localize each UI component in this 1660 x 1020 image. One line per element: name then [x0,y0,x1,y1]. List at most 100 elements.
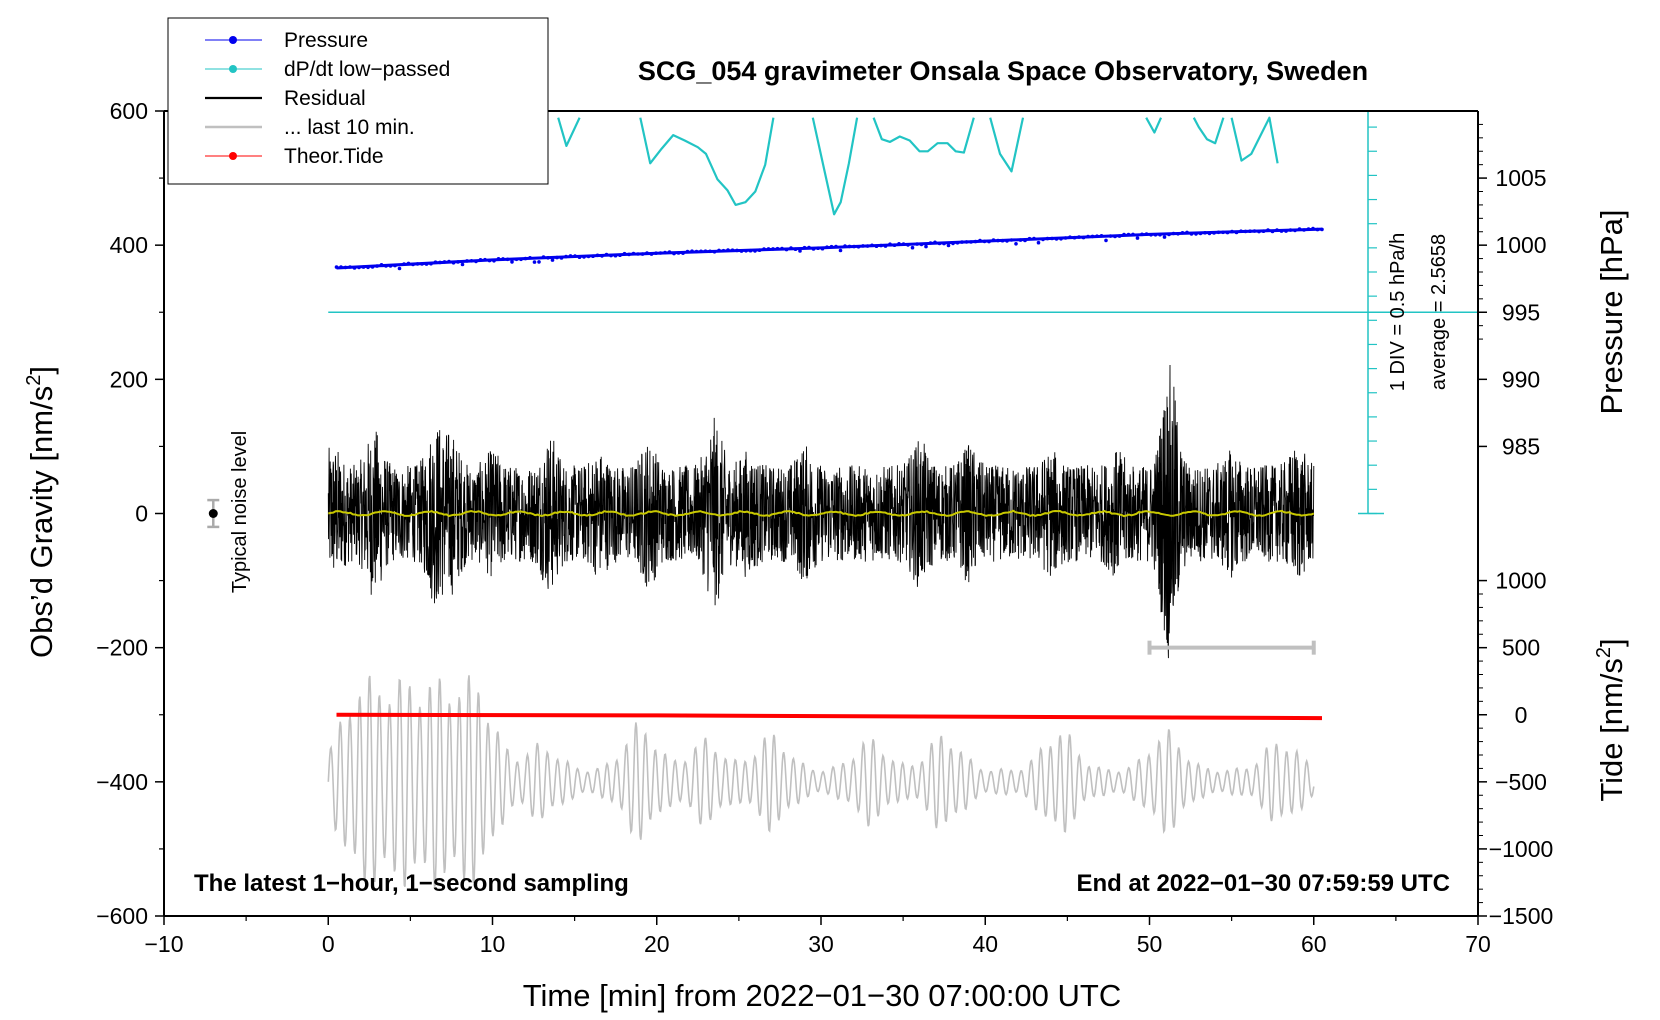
pressure-point [811,247,816,251]
pressure-point [402,262,406,266]
pressure-point [735,248,739,253]
pressure-point [852,244,856,249]
pressure-point [609,253,613,258]
pressure-point [1162,235,1167,239]
x-tick-label: 30 [808,931,834,957]
dpdt-average-label: average = 2.5658 [1428,234,1450,390]
pressure-tick-label: 995 [1502,299,1540,325]
tick-layer: −10 0 10 20 30 40 50 60 70 −600 −400 −200 0 200 400 600… [96,98,1553,957]
pressure-point [1086,234,1090,239]
pressure-point [663,250,667,255]
pressure-point [775,246,780,251]
pressure-point [780,246,784,251]
pressure-point [879,243,883,248]
pressure-point [564,254,568,259]
pressure-point [645,251,649,255]
pressure-point [631,251,636,256]
legend-label: dP/dt low−passed [284,58,450,81]
pressure-point [334,265,339,269]
x-tick-label: 10 [480,931,506,957]
pressure-point [357,265,361,270]
pressure-point [838,248,843,253]
pressure-point [1167,232,1171,237]
pressure-point [1176,232,1180,236]
pressure-point [924,244,928,249]
y-tick-label: 0 [135,501,148,527]
pressure-point [375,264,379,268]
pressure-point [739,249,744,253]
pressure-point [753,249,757,253]
pressure-point [618,253,622,257]
pressure-point [339,265,343,269]
pressure-point [847,244,852,249]
tide-axis-label-main: Tide [nm/s [1594,658,1629,802]
pressure-point [1041,237,1045,242]
pressure-point [654,251,658,255]
pressure-point [568,254,573,258]
pressure-point [1099,234,1104,238]
pressure-point [604,252,609,257]
pressure-point [834,244,838,249]
y-axis-label-sup: 2 [23,375,45,386]
pressure-point [766,247,771,251]
y-axis-label-end: ] [24,366,59,375]
pressure-point [474,259,478,264]
pressure-point [825,245,829,249]
pressure-point [1117,234,1122,238]
pressure-point [505,257,510,262]
pressure-point [708,249,712,254]
tide-axis-label: Tide [nm/s2] [1593,638,1629,801]
pressure-point [748,248,753,253]
pressure-point [573,254,577,258]
pressure-point [420,262,424,266]
pressure-point [978,238,982,243]
pressure-point [640,252,645,256]
pressure-point [379,263,384,267]
pressure-point [523,256,528,261]
pressure-point [1207,231,1212,236]
pressure-point [681,251,685,255]
pressure-point [438,260,442,265]
pressure-point [1095,234,1099,238]
legend-dot [229,152,237,160]
pressure-point [762,247,766,251]
legend-dot [229,65,237,73]
pressure-point [1113,234,1117,239]
legend-entries: Pressure dP/dt low−passed Residual ... last… [205,29,450,168]
pressure-point [501,257,505,261]
pressure-point [384,264,388,268]
legend-dot [229,36,237,44]
grey-oscillation-layer [327,675,1315,887]
pressure-point [915,242,919,246]
pressure-point [393,263,397,268]
tide-tick-label: 1000 [1495,568,1546,594]
pressure-point [960,240,964,244]
pressure-point [352,266,357,270]
pressure-point [546,255,550,260]
pressure-point [636,252,640,256]
pressure-point [492,259,496,263]
legend-label: Residual [284,87,366,110]
x-tick-label: 50 [1137,931,1163,957]
pressure-point [726,248,730,252]
residual-line [327,364,1315,659]
pressure-point [807,245,811,250]
pressure-point [874,244,879,248]
tide-tick-label: −1500 [1489,903,1554,929]
pressure-point [460,262,465,267]
pressure-point [906,243,910,247]
pressure-point [1108,234,1113,238]
pressure-point [1203,231,1207,235]
pressure-point [1248,229,1252,233]
y-tick-label: −600 [96,903,148,929]
x-tick-label: 40 [972,931,998,957]
pressure-point [937,241,942,246]
pressure-point [865,244,870,248]
pressure-point [1261,229,1266,233]
pressure-point [469,259,474,263]
pressure-point [1045,236,1050,241]
tide-tick-label: −1000 [1489,836,1554,862]
residual-layer [327,364,1315,659]
pressure-point [1140,232,1144,237]
pressure-point [667,250,672,254]
